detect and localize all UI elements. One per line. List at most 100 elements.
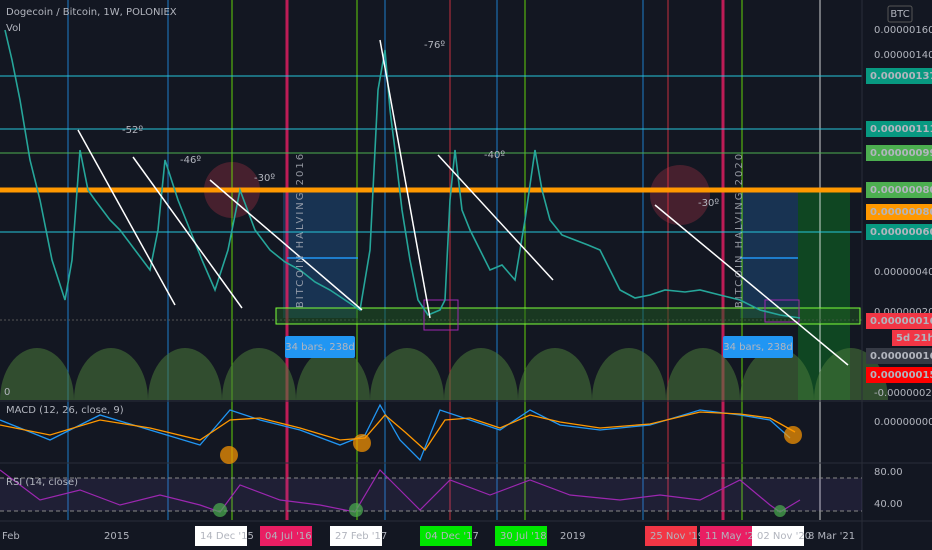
price-label-box [866,121,932,137]
time-tick: Feb [2,531,20,542]
date-marker: 04 Jul '16 [265,531,312,542]
price-label-box [866,68,932,84]
date-marker-box [195,526,247,546]
rsi-title: RSI (14, close) [6,477,78,488]
dome [518,348,592,400]
price-label-box [866,182,932,198]
signal-line [0,411,796,451]
dome [666,348,740,400]
date-marker-box [260,526,312,546]
volume-label: Vol [6,23,21,34]
range-label: 34 bars, 238d [285,342,355,353]
rsi-band [0,478,862,511]
date-marker: 8 Mar '21 [808,531,855,542]
dome [0,348,74,400]
support-zone [275,307,861,325]
price-label: 0.00000080 [870,185,932,196]
box [423,299,459,331]
rsi-marker [213,503,227,517]
halving-label: BITCOIN HALVING 2020 [734,152,745,308]
date-marker-box [700,526,752,546]
time-tick: 2015 [104,531,129,542]
price-tick: 0.00000040 [874,267,932,278]
angle-label: -30º [698,198,719,209]
trendlines [77,39,849,366]
angle-label: -30º [254,173,275,184]
price-tick: 0.00000160 [874,25,932,36]
signal-marker [784,426,802,444]
vertical-lines [67,0,821,520]
trendline [437,154,554,281]
date-marker-box [495,526,547,546]
date-marker: 04 Dec '17 [425,531,479,542]
angle-label: -46º [180,155,201,166]
dome [370,348,444,400]
angle-label: -76º [424,40,445,51]
price-label: 0.00000016 [870,351,932,362]
date-marker: 02 Nov '20 [757,531,811,542]
date-marker: 27 Feb '17 [335,531,387,542]
range-label: 34 bars, 238d [723,342,793,353]
rsi-marker [349,503,363,517]
price-label: 0.00000015 [870,370,932,381]
price-label: 0.00000080 [870,207,932,218]
levels [0,75,862,321]
angle-label: -40º [484,150,505,161]
macd-title: MACD (12, 26, close, 9) [6,405,124,416]
time-tick: 2019 [560,531,585,542]
signal-marker [353,434,371,452]
cycle-domes [0,348,888,400]
halving-label: BITCOIN HALVING 2016 [295,152,306,308]
rsi-tick: 80.00 [874,467,903,478]
price-label: 5d 21h [896,333,932,344]
price-line [4,29,801,319]
date-marker: 30 Jul '18 [500,531,547,542]
date-marker: 14 Dec '15 [200,531,254,542]
price-label: 0.00000099 [870,148,932,159]
trendline [379,39,431,319]
rsi-marker [774,505,786,517]
price-tick: 0.00000140 [874,50,932,61]
trendline [654,204,849,366]
highlight [650,165,710,225]
currency: BTC [890,9,909,20]
dome [740,348,814,400]
price-tick: 0.00000020 [874,307,932,318]
price-label-box [866,348,932,364]
price-label-box [866,204,932,220]
range-box [723,336,793,358]
dome [222,348,296,400]
date-marker-box [752,526,804,546]
price-label: 0.00000111 [870,124,932,135]
trendline [77,129,176,306]
dome [592,348,666,400]
range-zone [740,190,798,318]
trendline [132,156,243,309]
date-marker-box [330,526,382,546]
date-marker-box [645,526,697,546]
dome [74,348,148,400]
macd-tick: 0.00000000 [874,417,932,428]
range-box [285,336,355,358]
volume-zero: 0 [4,387,10,398]
price-tick: -0.00000020 [874,388,932,399]
price-label-box [866,145,932,161]
dome [148,348,222,400]
price-label-box [866,224,932,240]
price-label: 0.00000137 [870,71,932,82]
rsi-line [0,469,801,513]
currency-box [887,5,913,23]
price-label-box [892,330,932,346]
date-marker-box [420,526,472,546]
texts: Dogecoin / Bitcoin, 1W, POLONIEX Vol BTC 0.… [2,5,932,546]
price-label-box [866,313,932,329]
date-marker: 11 May '20 [705,531,760,542]
signal-marker [220,446,238,464]
date-marker: 25 Nov '19 [650,531,704,542]
dome [444,348,518,400]
price-label-box [866,367,932,383]
price-label: 0.00000060 [870,227,932,238]
angle-label: -52º [122,125,143,136]
symbol-title: Dogecoin / Bitcoin, 1W, POLONIEX [6,7,177,18]
